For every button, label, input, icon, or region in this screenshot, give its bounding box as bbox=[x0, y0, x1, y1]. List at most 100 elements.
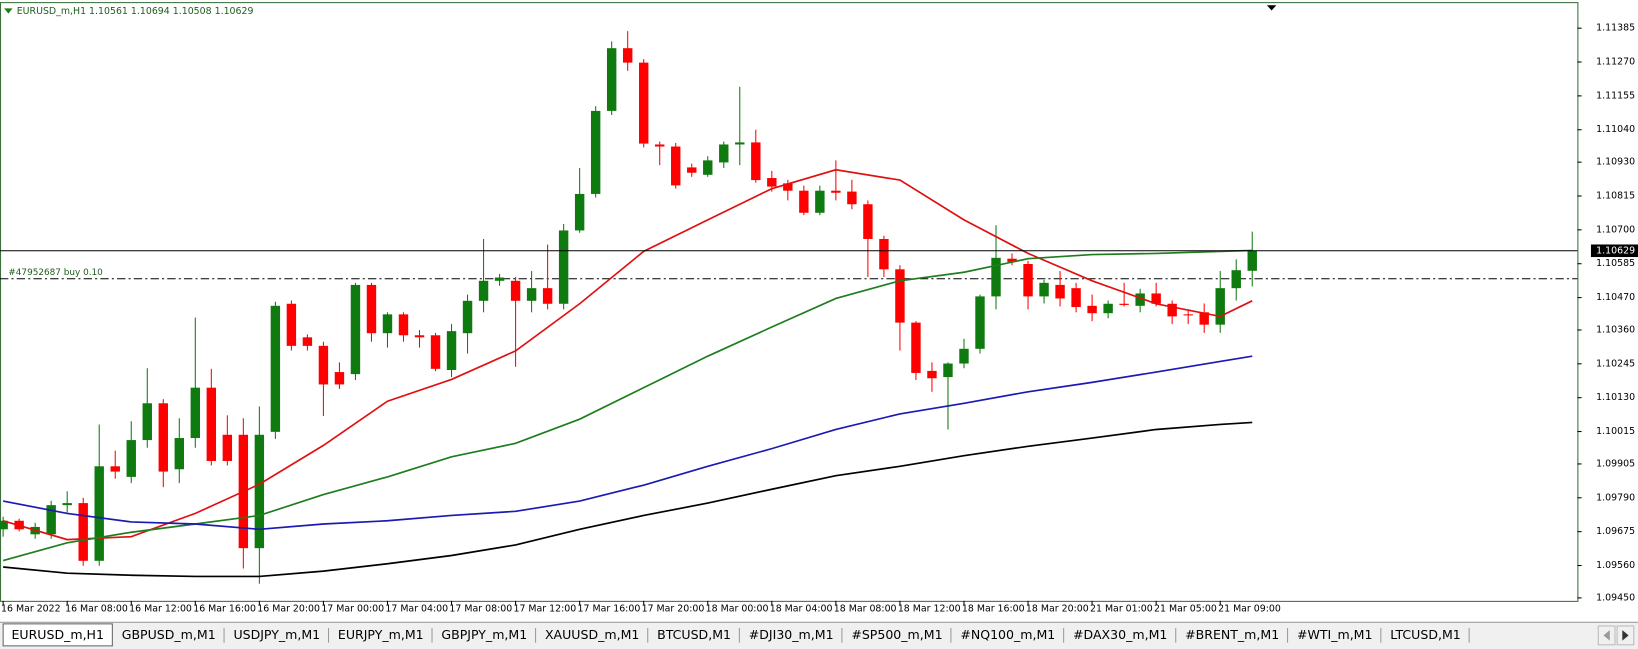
tab[interactable]: BTCUSD,M1 bbox=[648, 625, 740, 645]
scroll-right-icon bbox=[1622, 630, 1629, 641]
x-tick-label: 17 Mar 00:00 bbox=[321, 604, 384, 615]
tab-label[interactable]: GBPUSD_m,M1 bbox=[122, 627, 216, 642]
candle-body bbox=[671, 146, 681, 186]
plot-frame bbox=[0, 2, 1579, 602]
x-tick-label: 18 Mar 00:00 bbox=[706, 604, 769, 615]
candle-body bbox=[1039, 282, 1049, 297]
tab-label[interactable]: #WTI_m,M1 bbox=[1297, 627, 1373, 642]
candle-body bbox=[1007, 258, 1017, 262]
x-tick-label: 16 Mar 20:00 bbox=[257, 604, 320, 615]
tab-background bbox=[1176, 625, 1288, 645]
candle-body bbox=[414, 335, 425, 338]
tab-background bbox=[1064, 625, 1176, 645]
candle-body bbox=[735, 142, 745, 145]
tab[interactable]: EURJPY_m,M1 bbox=[329, 625, 433, 645]
tab-background bbox=[1381, 625, 1470, 645]
tab[interactable]: #DJI30_m,M1 bbox=[740, 625, 843, 645]
tab-label[interactable]: GBPJPY_m,M1 bbox=[441, 627, 527, 642]
plot-layer bbox=[0, 31, 1578, 584]
x-tick-label: 18 Mar 16:00 bbox=[962, 604, 1025, 615]
moving-average-line bbox=[2, 249, 1253, 562]
tab[interactable]: GBPUSD_m,M1 bbox=[113, 625, 225, 645]
moving-average-line bbox=[2, 168, 1253, 541]
y-tick-label: 1.11040 bbox=[1596, 124, 1635, 135]
candle-body bbox=[334, 372, 345, 385]
y-tick-label: 1.10585 bbox=[1596, 258, 1635, 269]
candle-body bbox=[558, 230, 569, 304]
candle-body bbox=[943, 363, 953, 378]
candle-body bbox=[1199, 312, 1209, 325]
x-tick-label: 17 Mar 12:00 bbox=[513, 604, 576, 615]
tab-label[interactable]: EURJPY_m,M1 bbox=[338, 627, 424, 642]
candle-body bbox=[815, 190, 825, 213]
candle-body bbox=[158, 403, 168, 472]
candle-body bbox=[655, 144, 665, 147]
tab[interactable]: USDJPY_m,M1 bbox=[225, 625, 330, 645]
x-tick-label: 21 Mar 05:00 bbox=[1154, 604, 1217, 615]
tab[interactable]: #SP500_m,M1 bbox=[842, 625, 952, 645]
candle-body bbox=[847, 191, 857, 205]
tab-background bbox=[113, 625, 225, 645]
candle-body bbox=[446, 331, 457, 371]
y-tick-label: 1.10470 bbox=[1596, 292, 1635, 303]
candle-body bbox=[142, 403, 152, 441]
candle-body bbox=[703, 160, 713, 175]
candle-body bbox=[606, 48, 617, 111]
candle-body bbox=[174, 438, 184, 470]
candle-body bbox=[254, 434, 265, 549]
tab[interactable]: XAUUSD_m,M1 bbox=[536, 625, 649, 645]
chart-title: EURUSD_m,H1 1.10561 1.10694 1.10508 1.10… bbox=[17, 6, 254, 17]
tab[interactable]: LTCUSD,M1 bbox=[1381, 625, 1470, 645]
candle-body bbox=[783, 183, 793, 191]
candle-body bbox=[863, 204, 873, 239]
candle-body bbox=[206, 387, 217, 461]
candle-body bbox=[1055, 284, 1065, 299]
tab[interactable]: #NQ100_m,M1 bbox=[951, 625, 1065, 645]
tab[interactable]: #DAX30_m,M1 bbox=[1064, 625, 1177, 645]
tab-background bbox=[225, 625, 329, 645]
candle-body bbox=[366, 284, 377, 334]
candle-body bbox=[526, 288, 537, 301]
y-tick-label: 1.10815 bbox=[1596, 190, 1635, 201]
tab-label[interactable]: XAUUSD_m,M1 bbox=[545, 627, 639, 642]
tab-label[interactable]: LTCUSD,M1 bbox=[1390, 627, 1461, 642]
collapse-icon[interactable] bbox=[4, 8, 13, 14]
tab-label[interactable]: #NQ100_m,M1 bbox=[960, 627, 1055, 642]
x-tick-label: 21 Mar 01:00 bbox=[1090, 604, 1153, 615]
candle-body bbox=[975, 296, 985, 349]
x-tick-label: 16 Mar 12:00 bbox=[129, 604, 192, 615]
tab-label[interactable]: BTCUSD,M1 bbox=[657, 627, 731, 642]
candle-body bbox=[46, 505, 56, 535]
x-tick-label: 18 Mar 20:00 bbox=[1026, 604, 1089, 615]
y-tick-label: 1.11155 bbox=[1596, 90, 1635, 101]
tab-label[interactable]: EURUSD_m,H1 bbox=[11, 627, 103, 642]
tab[interactable]: #WTI_m,M1 bbox=[1288, 625, 1382, 645]
candle-body bbox=[911, 322, 921, 373]
y-tick-label: 1.09675 bbox=[1596, 526, 1635, 537]
candle-body bbox=[542, 288, 553, 304]
tab-background bbox=[951, 625, 1064, 645]
tab[interactable]: GBPJPY_m,M1 bbox=[433, 625, 537, 645]
candle-body bbox=[767, 178, 777, 187]
y-tick-label: 1.09905 bbox=[1596, 458, 1635, 469]
tab-label[interactable]: #BRENT_m,M1 bbox=[1185, 627, 1279, 642]
tab-label[interactable]: #DAX30_m,M1 bbox=[1073, 627, 1167, 642]
x-tick-label: 16 Mar 2022 bbox=[1, 604, 61, 615]
shift-marker bbox=[1266, 5, 1277, 11]
tab-label[interactable]: #DJI30_m,M1 bbox=[749, 627, 834, 642]
candle-body bbox=[1215, 288, 1225, 325]
tab-background bbox=[2, 623, 113, 647]
candle-body bbox=[494, 277, 505, 281]
tab[interactable]: EURUSD_m,H1 bbox=[2, 623, 113, 647]
tab-background bbox=[648, 625, 740, 645]
moving-average-line bbox=[2, 355, 1253, 531]
candle-body bbox=[959, 348, 969, 364]
tab-label[interactable]: #SP500_m,M1 bbox=[851, 627, 942, 642]
candle-body bbox=[751, 142, 761, 181]
bid-box bbox=[1590, 244, 1638, 258]
tab[interactable]: #BRENT_m,M1 bbox=[1176, 625, 1289, 645]
tab-label[interactable]: USDJPY_m,M1 bbox=[233, 627, 320, 642]
candle-body bbox=[1247, 250, 1257, 271]
